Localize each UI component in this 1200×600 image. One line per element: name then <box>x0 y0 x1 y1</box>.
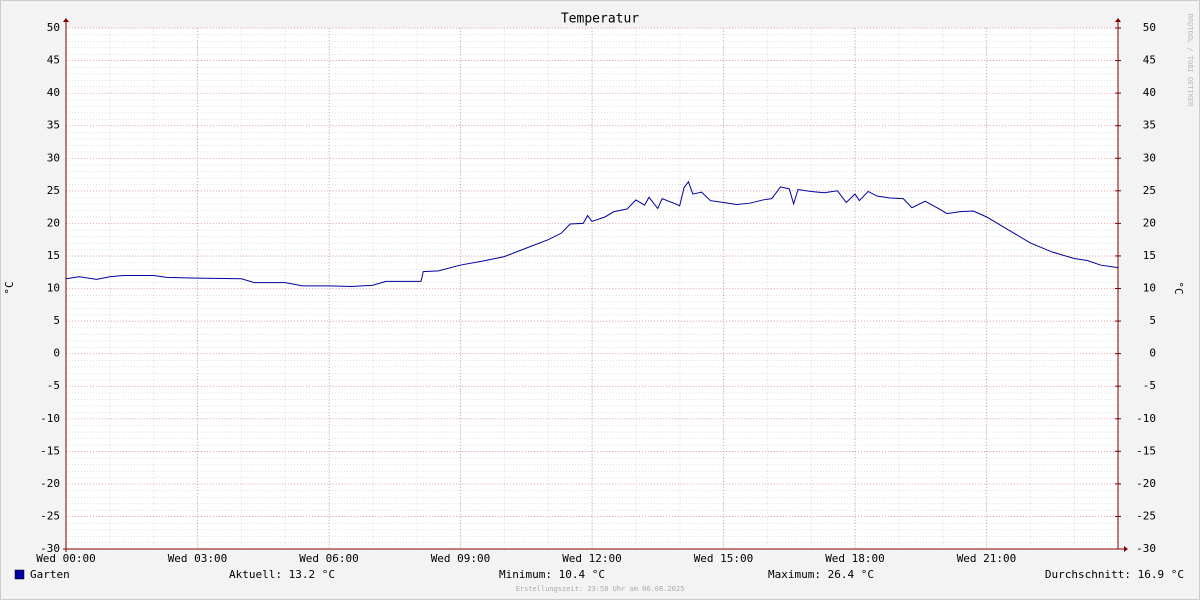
y-tick-label: 20 <box>47 216 60 229</box>
y-tick-label: -5 <box>47 379 60 392</box>
y2-tick-label: -25 <box>1136 509 1156 522</box>
y2-tick-label: 50 <box>1143 21 1156 34</box>
y2-tick-label: -10 <box>1136 412 1156 425</box>
y-tick-label: 35 <box>47 119 60 132</box>
y-axis-label: °C <box>3 281 16 294</box>
y-tick-label: 30 <box>47 151 60 164</box>
y2-tick-label: 20 <box>1143 216 1156 229</box>
y-tick-label: 45 <box>47 54 60 67</box>
stat: Maximum: 26.4 °C <box>768 568 874 581</box>
y-tick-label: -10 <box>40 412 60 425</box>
stat: Minimum: 10.4 °C <box>499 568 605 581</box>
series-line <box>65 180 1119 288</box>
y-tick-label: 50 <box>47 21 60 34</box>
y-tick-label: -30 <box>40 542 60 555</box>
y-tick-label: -15 <box>40 444 60 457</box>
y2-axis-label: °C <box>1172 281 1185 294</box>
y2-tick-label: -5 <box>1143 379 1156 392</box>
y-tick-label: 40 <box>47 86 60 99</box>
x-tick-label: Wed 00:00 <box>36 552 96 565</box>
y2-tick-label: 40 <box>1143 86 1156 99</box>
y2-tick-label: 30 <box>1143 151 1156 164</box>
y2-tick-label: 25 <box>1143 184 1156 197</box>
x-tick-label: Wed 21:00 <box>957 552 1017 565</box>
y2-tick-label: 0 <box>1149 347 1156 360</box>
y-tick-label: 5 <box>53 314 60 327</box>
y2-tick-label: 10 <box>1143 282 1156 295</box>
y-tick-label: 15 <box>47 249 60 262</box>
y-tick-label: 25 <box>47 184 60 197</box>
x-tick-label: Wed 09:00 <box>431 552 491 565</box>
y2-tick-label: 15 <box>1143 249 1156 262</box>
legend-label: Garten <box>30 568 70 581</box>
x-tick-label: Wed 06:00 <box>299 552 359 565</box>
x-tick-label: Wed 12:00 <box>562 552 622 565</box>
legend-swatch <box>14 569 25 580</box>
x-tick-label: Wed 03:00 <box>168 552 228 565</box>
y-tick-label: 10 <box>47 282 60 295</box>
x-tick-label: Wed 18:00 <box>825 552 885 565</box>
chart-title: Temperatur <box>561 12 639 27</box>
y-tick-label: 0 <box>53 347 60 360</box>
x-tick-label: Wed 15:00 <box>694 552 754 565</box>
y-tick-label: -20 <box>40 477 60 490</box>
y2-tick-label: 35 <box>1143 119 1156 132</box>
y2-tick-label: 5 <box>1149 314 1156 327</box>
y2-tick-label: -20 <box>1136 477 1156 490</box>
y2-tick-label: 45 <box>1143 54 1156 67</box>
watermark: RRDTOOL / TOBI OETIKER <box>1186 14 1194 108</box>
y2-tick-label: -15 <box>1136 444 1156 457</box>
stat: Durchschnitt: 16.9 °C <box>1045 568 1184 581</box>
y-tick-label: -25 <box>40 509 60 522</box>
stat: Aktuell: 13.2 °C <box>229 568 335 581</box>
y2-tick-label: -30 <box>1136 542 1156 555</box>
footer: Erstellungszeit: 23:58 Uhr am 06.08.2025 <box>516 585 685 593</box>
